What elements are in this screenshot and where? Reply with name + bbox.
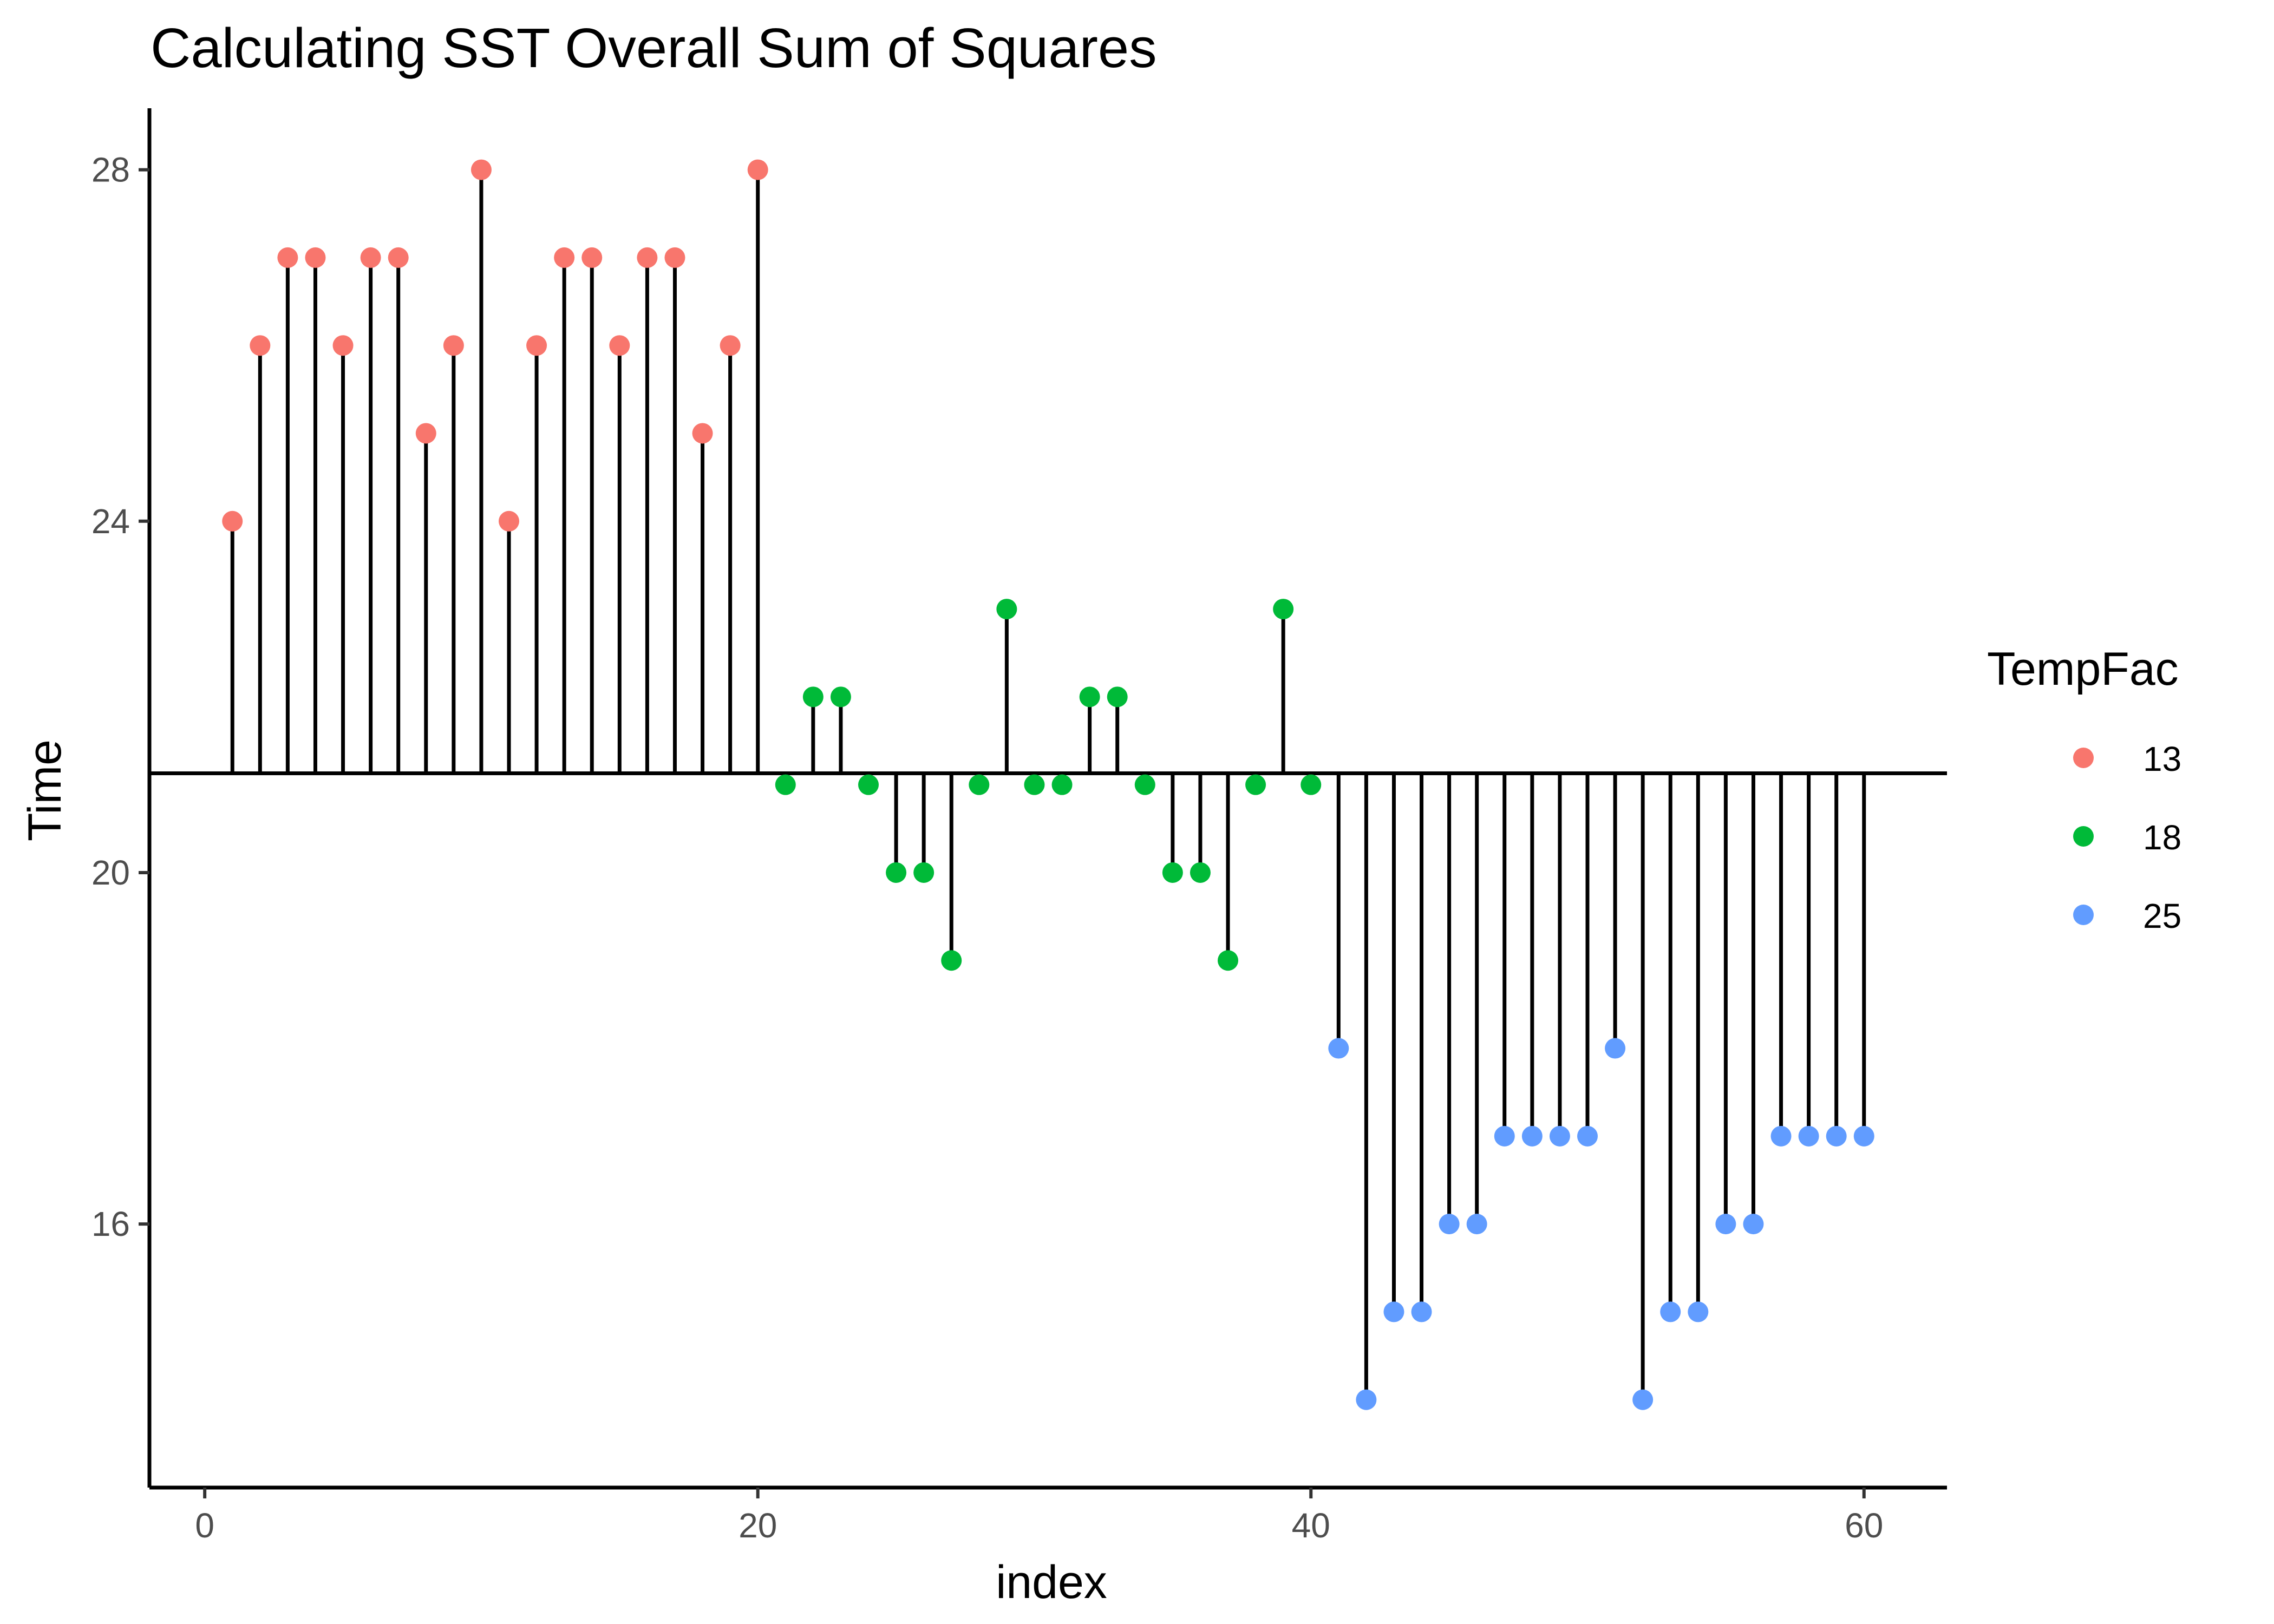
data-point-18: [1273, 599, 1294, 620]
data-point-13: [747, 159, 768, 180]
y-axis-title: Time: [19, 739, 71, 841]
x-tick-label: 60: [1845, 1506, 1883, 1545]
data-point-13: [332, 335, 354, 356]
data-point-25: [1660, 1301, 1681, 1322]
data-point-25: [1798, 1125, 1819, 1147]
data-point-18: [1301, 774, 1322, 795]
x-tick-label: 20: [739, 1506, 777, 1545]
data-point-13: [415, 423, 436, 444]
data-point-25: [1743, 1214, 1764, 1235]
legend-label-25: 25: [2143, 896, 2181, 935]
data-point-25: [1411, 1301, 1432, 1322]
data-point-13: [222, 510, 243, 532]
legend-label-18: 18: [2143, 818, 2181, 857]
chart-title: Calculating SST Overall Sum of Squares: [151, 17, 1157, 79]
data-point-18: [1190, 862, 1211, 883]
data-point-25: [1356, 1389, 1377, 1410]
data-point-13: [443, 335, 464, 356]
data-point-25: [1715, 1214, 1736, 1235]
data-point-18: [1162, 862, 1183, 883]
data-point-25: [1521, 1125, 1543, 1147]
data-point-13: [526, 335, 547, 356]
data-point-25: [1853, 1125, 1874, 1147]
data-point-25: [1632, 1389, 1654, 1410]
data-point-13: [305, 247, 326, 268]
data-point-18: [802, 686, 824, 708]
data-point-18: [830, 686, 851, 708]
axes: [147, 108, 1947, 1490]
data-point-18: [1079, 686, 1100, 708]
legend-label-13: 13: [2143, 739, 2181, 778]
y-tick-label: 24: [92, 502, 130, 541]
x-axis-title: index: [996, 1556, 1107, 1608]
data-point-13: [664, 247, 685, 268]
data-point-25: [1383, 1301, 1404, 1322]
data-points: [222, 159, 1874, 1410]
data-point-13: [637, 247, 658, 268]
data-point-25: [1439, 1214, 1460, 1235]
y-tick-label: 28: [92, 150, 130, 189]
data-point-18: [996, 599, 1017, 620]
data-point-18: [1107, 686, 1128, 708]
data-point-25: [1770, 1125, 1792, 1147]
data-point-18: [941, 950, 962, 971]
legend-key-13: [2073, 748, 2094, 768]
data-point-18: [886, 862, 907, 883]
data-point-25: [1826, 1125, 1847, 1147]
data-point-18: [1024, 774, 1045, 795]
data-point-18: [858, 774, 879, 795]
deviation-segments: [230, 169, 1866, 1400]
data-point-25: [1577, 1125, 1598, 1147]
legend-key-25: [2073, 905, 2094, 925]
data-point-18: [1051, 774, 1073, 795]
data-point-13: [499, 510, 519, 532]
data-point-25: [1328, 1038, 1349, 1059]
data-point-18: [775, 774, 796, 795]
data-point-13: [720, 335, 741, 356]
data-point-18: [1245, 774, 1266, 795]
data-point-25: [1494, 1125, 1515, 1147]
data-point-13: [609, 335, 630, 356]
tick-labels: 16 20 24 28 0 20 40 60: [92, 150, 1884, 1545]
data-point-13: [360, 247, 381, 268]
data-point-18: [913, 862, 935, 883]
legend-key-18: [2073, 826, 2094, 847]
legend: TempFac 13 18 25: [1987, 643, 2181, 935]
data-point-13: [388, 247, 409, 268]
data-point-13: [692, 423, 713, 444]
data-point-25: [1688, 1301, 1709, 1322]
data-point-18: [969, 774, 990, 795]
data-point-18: [1218, 950, 1238, 971]
legend-title: TempFac: [1987, 643, 2179, 695]
x-tick-label: 40: [1292, 1506, 1330, 1545]
data-point-13: [581, 247, 603, 268]
data-point-25: [1466, 1214, 1487, 1235]
data-point-13: [277, 247, 298, 268]
data-point-18: [1134, 774, 1155, 795]
data-point-25: [1549, 1125, 1570, 1147]
data-point-13: [471, 159, 492, 180]
data-point-13: [554, 247, 575, 268]
x-tick-label: 0: [195, 1506, 214, 1545]
data-point-13: [250, 335, 271, 356]
y-tick-label: 16: [92, 1204, 130, 1243]
y-tick-label: 20: [92, 853, 130, 892]
data-point-25: [1605, 1038, 1626, 1059]
